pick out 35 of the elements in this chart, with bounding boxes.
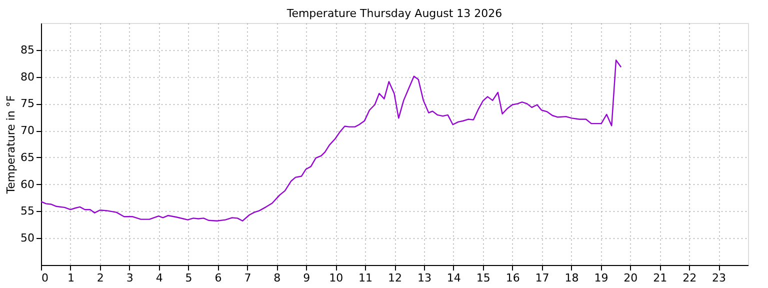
x-tick-label: 16 [506, 272, 520, 284]
line-series [41, 60, 622, 222]
x-tick-label: 15 [476, 272, 490, 284]
x-tick-label: 3 [126, 272, 134, 284]
x-tick-label: 12 [388, 272, 402, 284]
x-tick-label: 1 [67, 272, 74, 284]
x-tick-label: 2 [96, 272, 104, 284]
x-tick-label: 7 [244, 272, 252, 284]
x-tick-label: 20 [624, 272, 638, 284]
x-tick-label: 21 [653, 272, 668, 284]
x-tick-label: 6 [214, 272, 222, 284]
x-tick-label: 8 [274, 272, 281, 284]
y-tick-label: 80 [20, 70, 34, 84]
x-tick-label: 17 [535, 272, 550, 284]
x-tick-label: 5 [185, 272, 192, 284]
y-tick-label: 60 [20, 178, 34, 191]
x-tick-label: 18 [564, 272, 579, 284]
x-tick-label: 11 [358, 272, 373, 284]
x-tick-label: 10 [329, 272, 344, 284]
x-tick-label: 22 [682, 272, 697, 284]
chart-title: Temperature Thursday August 13 2026 [286, 7, 502, 20]
y-tick-label: 70 [20, 124, 34, 138]
x-tick-label: 13 [417, 272, 432, 284]
x-tick-label: 9 [303, 272, 310, 284]
x-tick-label: 0 [42, 272, 48, 284]
x-tick-label: 4 [156, 272, 163, 284]
y-tick-label: 85 [20, 43, 34, 56]
x-tick-label: 14 [446, 272, 461, 284]
y-tick-label: 50 [20, 232, 34, 245]
x-tick-label: 19 [594, 272, 608, 284]
y-axis-title: Temperature in °F [4, 95, 18, 195]
y-tick-label: 65 [20, 150, 34, 164]
x-tick-label: 23 [712, 272, 726, 284]
y-tick-label: 55 [20, 204, 34, 218]
y-tick-label: 75 [20, 97, 34, 110]
